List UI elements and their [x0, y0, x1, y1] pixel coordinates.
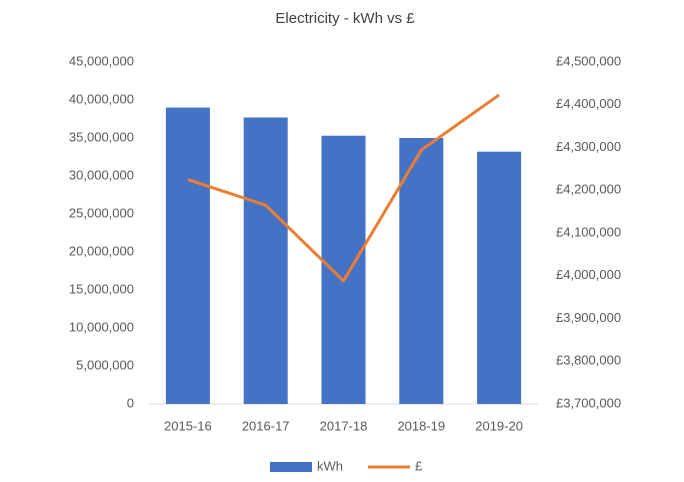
bar — [321, 135, 366, 404]
line — [187, 93, 500, 283]
y-tick-label: 25,000,000 — [69, 205, 134, 220]
bar — [399, 138, 444, 404]
y-tick-label: 20,000,000 — [69, 243, 134, 258]
y-tick-label: 0 — [127, 395, 134, 410]
y2-tick-label: £3,900,000 — [556, 310, 621, 325]
y-tick-label: 15,000,000 — [69, 281, 134, 296]
y2-tick-label: £4,400,000 — [556, 96, 621, 111]
x-tick-label: 2017-18 — [320, 418, 368, 433]
x-tick-label: 2016-17 — [242, 418, 290, 433]
y2-tick-label: £4,300,000 — [556, 139, 621, 154]
legend-label: kWh — [317, 458, 343, 473]
legend-swatch — [270, 462, 312, 472]
bar — [243, 117, 288, 404]
bar — [477, 151, 522, 404]
y-tick-label: 45,000,000 — [69, 53, 134, 68]
y-tick-label: 35,000,000 — [69, 129, 134, 144]
y2-tick-label: £3,700,000 — [556, 395, 621, 410]
y2-tick-label: £4,000,000 — [556, 267, 621, 282]
y2-tick-label: £4,100,000 — [556, 224, 621, 239]
x-tick-label: 2018-19 — [397, 418, 445, 433]
bar — [165, 107, 210, 404]
y-tick-label: 30,000,000 — [69, 167, 134, 182]
y2-tick-label: £3,800,000 — [556, 353, 621, 368]
y-tick-label: 40,000,000 — [69, 91, 134, 106]
y-tick-label: 5,000,000 — [76, 357, 134, 372]
x-tick-label: 2015-16 — [164, 418, 212, 433]
chart-title: Electricity - kWh vs £ — [275, 10, 415, 27]
y2-tick-label: £4,500,000 — [556, 53, 621, 68]
y-tick-label: 10,000,000 — [69, 319, 134, 334]
x-tick-label: 2019-20 — [475, 418, 523, 433]
y2-tick-label: £4,200,000 — [556, 182, 621, 197]
legend-label: £ — [415, 458, 423, 473]
